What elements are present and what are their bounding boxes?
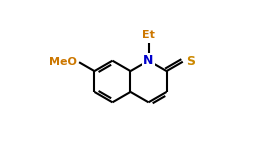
Text: Et: Et <box>142 30 155 40</box>
Text: MeO: MeO <box>49 57 77 67</box>
Text: S: S <box>186 55 195 68</box>
Text: N: N <box>143 54 154 67</box>
